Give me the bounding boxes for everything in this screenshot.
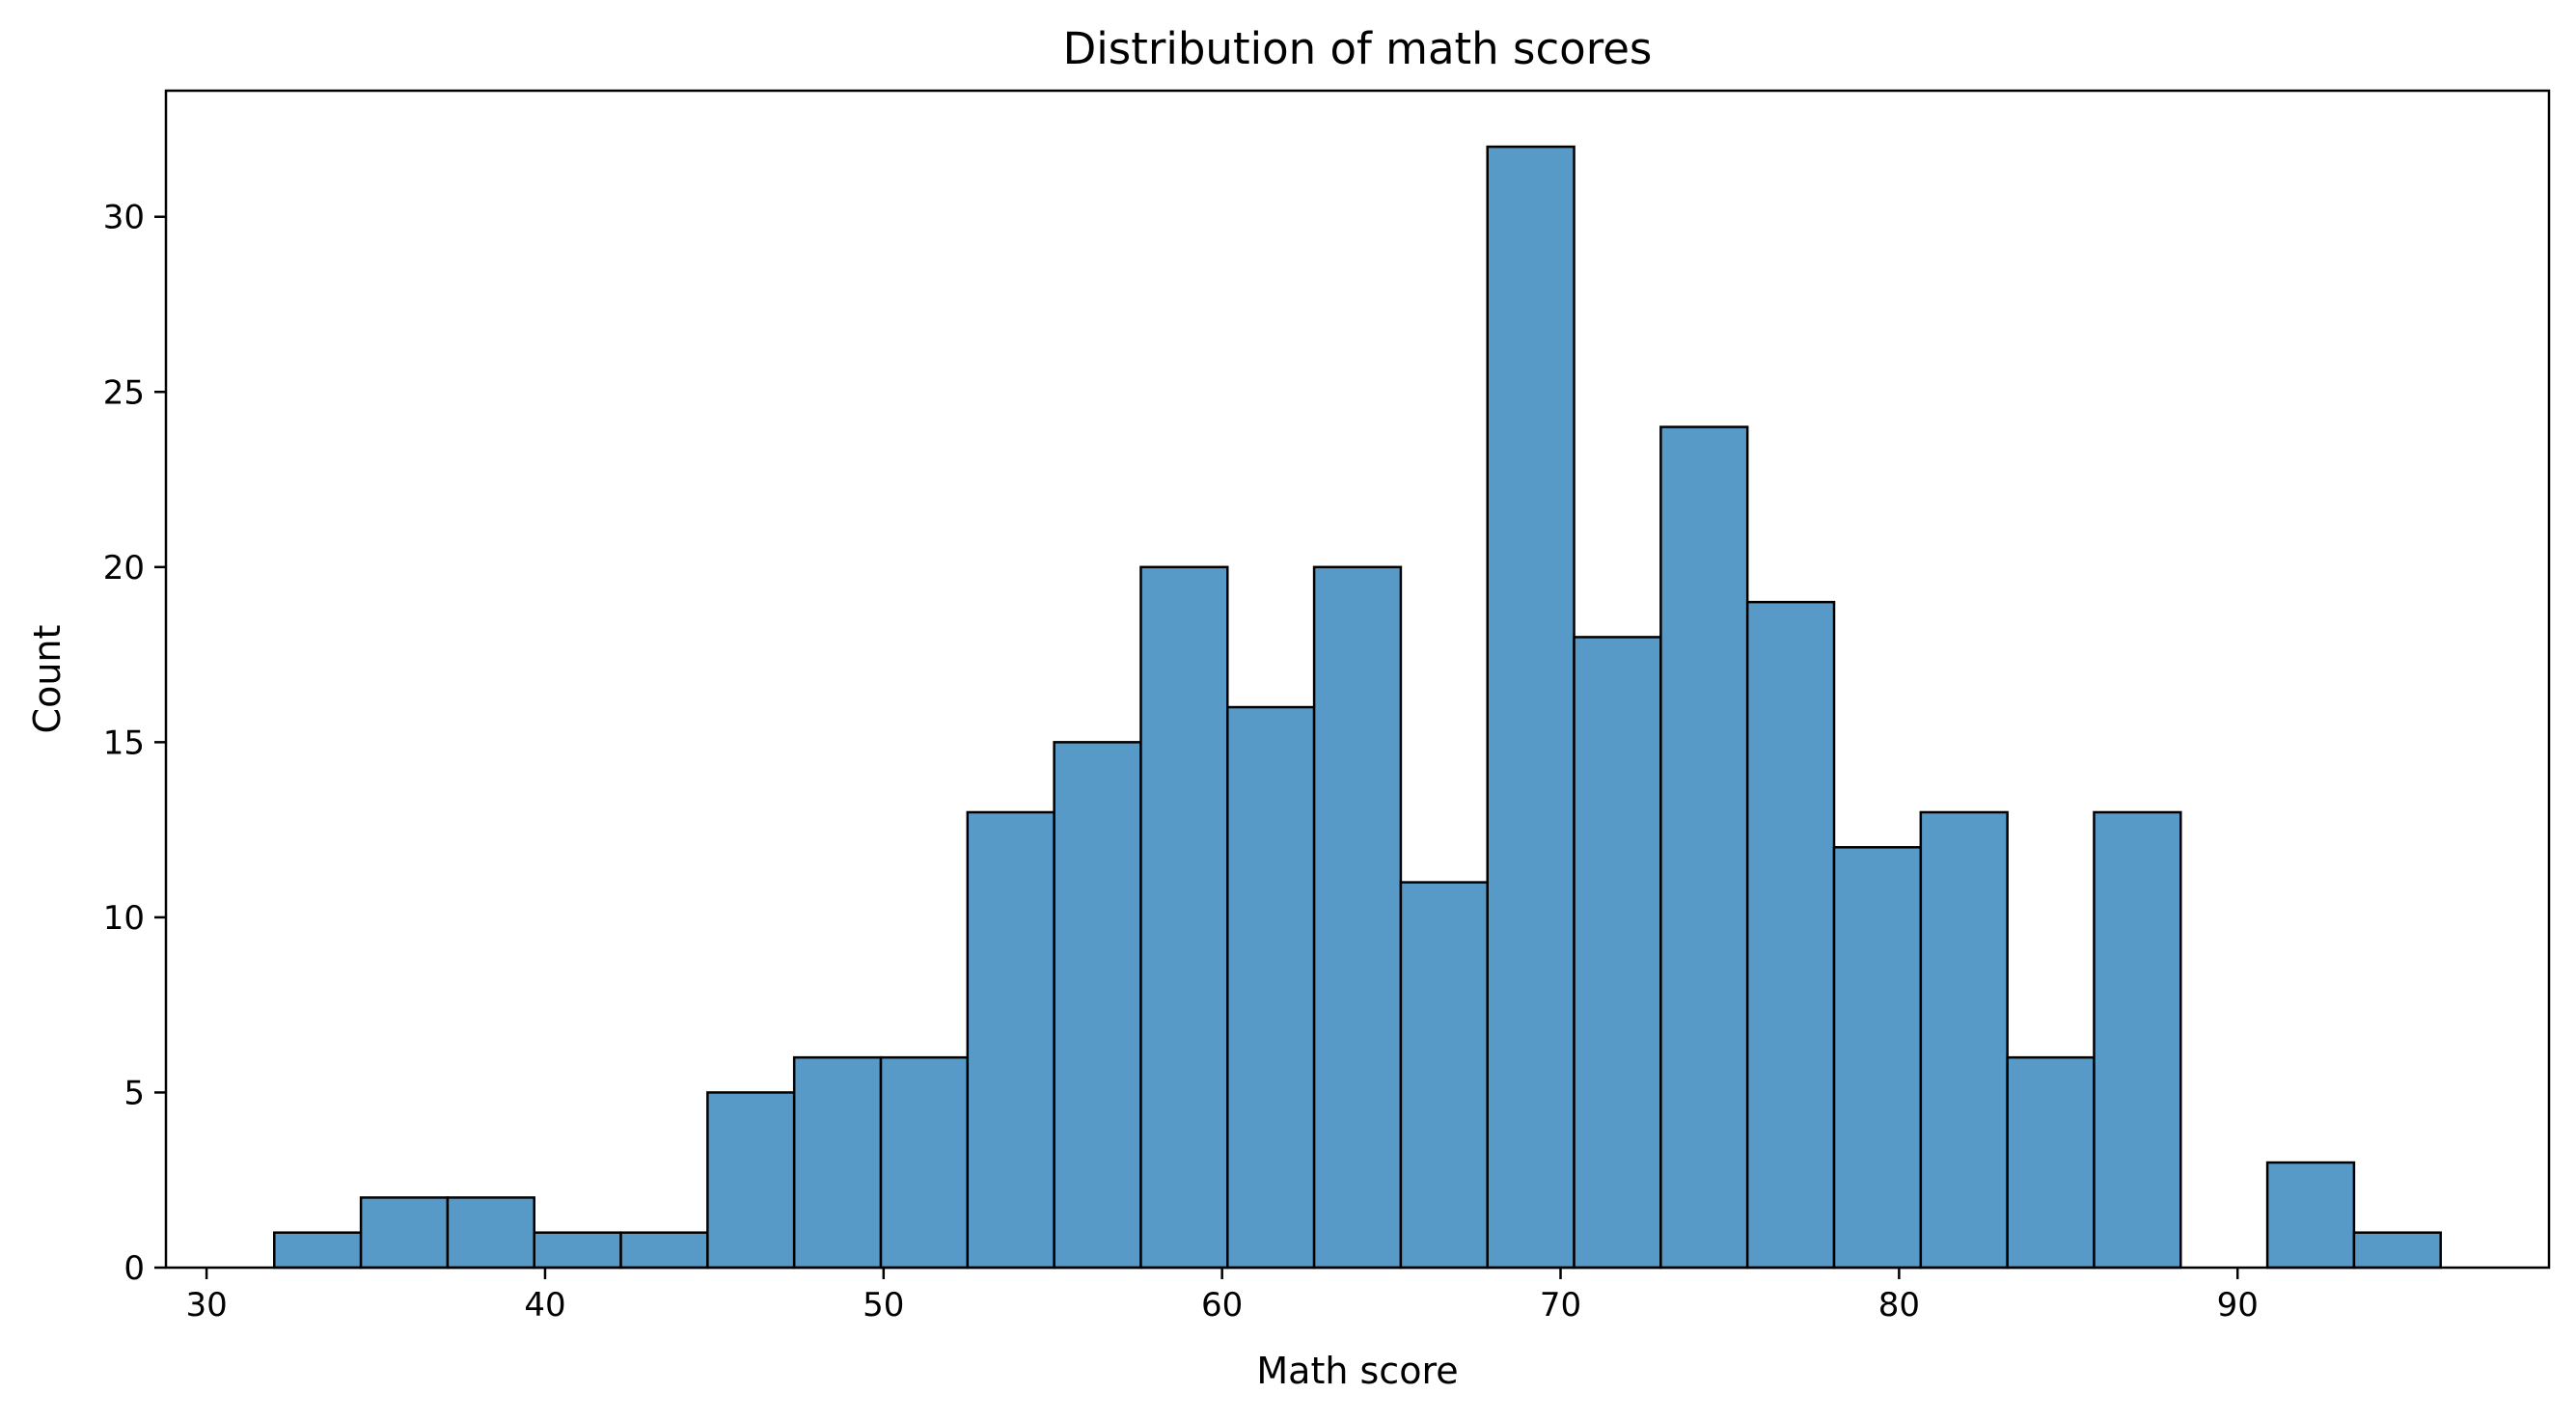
x-axis-label: Math score — [1256, 1350, 1458, 1392]
histogram-bar — [706, 1091, 796, 1270]
histogram-bar — [966, 810, 1055, 1270]
histogram-bar — [879, 1055, 970, 1270]
histogram-bar — [1139, 565, 1229, 1270]
histogram-bar — [1399, 881, 1489, 1270]
histogram-bar — [1312, 565, 1403, 1270]
histogram-bar — [533, 1231, 622, 1270]
x-tick-label: 40 — [524, 1286, 565, 1325]
histogram-bar — [273, 1231, 363, 1270]
x-tick-label: 60 — [1201, 1286, 1243, 1325]
histogram-bar — [2265, 1161, 2356, 1270]
histogram-bar — [1919, 810, 2009, 1270]
y-axis-label: Count — [26, 625, 69, 734]
y-tick-label: 30 — [103, 199, 145, 237]
x-tick-label: 30 — [185, 1286, 227, 1325]
histogram-bar — [619, 1231, 709, 1270]
histogram-bar — [446, 1196, 535, 1270]
x-ticks-group: 30 40 50 60 70 80 90 — [185, 1268, 2259, 1325]
y-tick-label: 25 — [103, 373, 145, 412]
y-tick-label: 10 — [103, 899, 145, 938]
histogram-bar — [1486, 145, 1576, 1270]
x-tick-label: 70 — [1540, 1286, 1581, 1325]
y-tick-label: 20 — [103, 549, 145, 588]
x-tick-label: 80 — [1878, 1286, 1920, 1325]
x-tick-label: 50 — [863, 1286, 904, 1325]
histogram-bar — [2352, 1231, 2442, 1270]
x-tick-label: 90 — [2217, 1286, 2259, 1325]
histogram-bar — [1659, 425, 1749, 1270]
histogram-bar — [1832, 846, 1923, 1270]
chart-title: Distribution of math scores — [1063, 23, 1653, 74]
histogram-bar — [1053, 741, 1142, 1270]
histogram-bar — [792, 1055, 883, 1270]
histogram-bar — [2093, 810, 2182, 1270]
y-tick-label: 0 — [123, 1249, 145, 1288]
histogram-bar — [1226, 705, 1316, 1270]
histogram-bar — [1745, 600, 1836, 1270]
y-ticks-group: 0 5 10 15 20 25 30 — [103, 199, 166, 1288]
y-tick-label: 5 — [123, 1074, 145, 1112]
histogram-bar — [2006, 1055, 2096, 1270]
bars-group — [273, 145, 2442, 1270]
histogram-bar — [359, 1196, 450, 1270]
y-tick-label: 15 — [103, 724, 145, 762]
plot-frame — [164, 89, 2551, 1270]
histogram-bar — [1573, 636, 1662, 1270]
